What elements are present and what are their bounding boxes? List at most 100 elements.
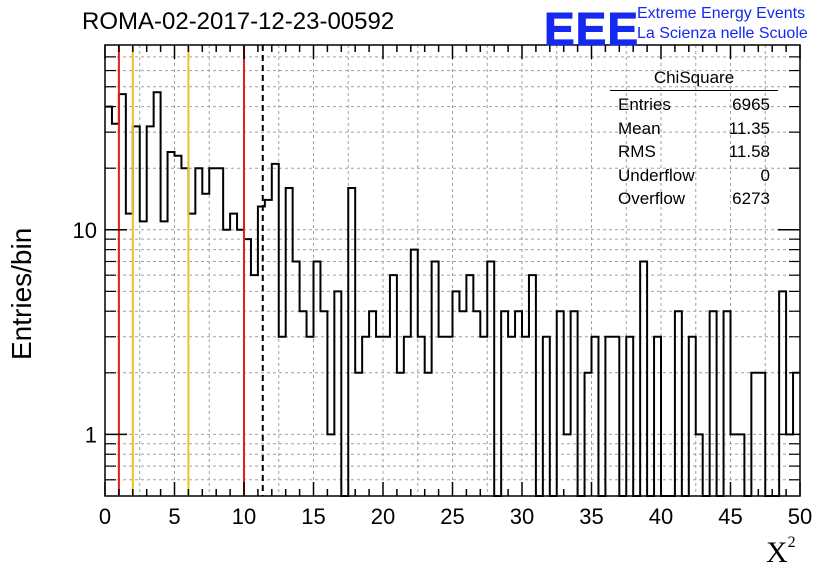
x-axis-label-sup: 2 bbox=[787, 534, 796, 551]
histogram-bin bbox=[244, 239, 251, 496]
histogram-bin bbox=[612, 337, 619, 496]
histogram-bin bbox=[453, 291, 460, 496]
histogram-bin bbox=[112, 124, 119, 496]
histogram-bin bbox=[286, 188, 293, 496]
histogram-bin bbox=[557, 311, 564, 496]
histogram-bin bbox=[272, 164, 279, 496]
histogram-bin bbox=[251, 275, 258, 496]
histogram-bin bbox=[237, 230, 244, 496]
histogram-bin bbox=[571, 311, 578, 496]
histogram-bin bbox=[334, 291, 341, 496]
histogram-bin bbox=[605, 337, 612, 496]
histogram-bin bbox=[487, 261, 494, 496]
histogram-bin bbox=[300, 311, 307, 496]
histogram-bin bbox=[265, 200, 272, 496]
x-tick-label: 15 bbox=[301, 504, 325, 529]
stats-label: Entries bbox=[618, 95, 671, 114]
x-tick-label: 40 bbox=[649, 504, 673, 529]
histogram-bin bbox=[209, 168, 216, 496]
histogram-bin bbox=[779, 291, 786, 496]
histogram-bin bbox=[515, 311, 522, 496]
x-axis-label-base: X bbox=[766, 536, 788, 569]
histogram-bin bbox=[529, 275, 536, 496]
histogram-bin bbox=[161, 221, 168, 496]
stats-row-underflow: Underflow 0 bbox=[610, 164, 778, 188]
y-tick-label: 10 bbox=[73, 218, 97, 243]
histogram-bin bbox=[133, 126, 140, 496]
histogram-bin bbox=[147, 126, 154, 496]
histogram-bin bbox=[640, 261, 647, 496]
histogram-bin bbox=[202, 194, 209, 496]
histogram-bin bbox=[126, 214, 133, 496]
histogram-bin bbox=[362, 337, 369, 496]
histogram-bin bbox=[376, 337, 383, 496]
stats-title: ChiSquare bbox=[610, 68, 778, 91]
histogram-bin bbox=[369, 311, 376, 496]
logo-caption: Extreme Energy Events La Scienza nelle S… bbox=[637, 4, 808, 44]
stats-label: Overflow bbox=[618, 189, 686, 208]
histogram-bin bbox=[592, 337, 599, 496]
histogram-bin bbox=[751, 373, 758, 496]
histogram-bin bbox=[724, 311, 731, 496]
stats-row-overflow: Overflow 6273 bbox=[610, 187, 778, 211]
histogram-bin bbox=[258, 206, 265, 496]
histogram-bin bbox=[188, 214, 195, 496]
stats-row-rms: RMS 11.58 bbox=[610, 140, 778, 164]
y-axis-label: Entries/bin bbox=[6, 227, 37, 360]
histogram-bin bbox=[508, 337, 515, 496]
histogram-bin bbox=[480, 337, 487, 496]
histogram-bin bbox=[216, 168, 223, 496]
histogram-bin bbox=[501, 311, 508, 496]
histogram-bin bbox=[320, 311, 327, 496]
histogram-bin bbox=[432, 261, 439, 496]
histogram-bin bbox=[279, 337, 286, 496]
stats-value: 0 bbox=[760, 165, 770, 185]
histogram-bin bbox=[466, 275, 473, 496]
histogram-bin bbox=[230, 214, 237, 496]
histogram-bin bbox=[307, 337, 314, 496]
x-tick-label: 20 bbox=[371, 504, 395, 529]
histogram-bin bbox=[626, 337, 633, 496]
histogram-bin bbox=[140, 221, 147, 496]
histogram-bin bbox=[327, 434, 334, 496]
histogram-bin bbox=[195, 168, 202, 496]
stats-box: ChiSquare Entries 6965 Mean 11.35 RMS 11.58… bbox=[610, 68, 778, 211]
stats-label: Mean bbox=[618, 118, 661, 138]
x-axis-label: X2 bbox=[766, 534, 796, 570]
stats-label: RMS bbox=[618, 142, 656, 161]
y-tick-label: 1 bbox=[85, 422, 97, 447]
histogram-bin bbox=[731, 434, 738, 496]
histogram-bin bbox=[689, 337, 696, 496]
histogram-bin bbox=[181, 168, 188, 496]
histogram-bin bbox=[737, 434, 744, 496]
logo-line-1: Extreme Energy Events bbox=[637, 5, 806, 22]
histogram-bin bbox=[473, 311, 480, 496]
histogram-bin bbox=[585, 373, 592, 496]
histogram-bin bbox=[522, 337, 529, 496]
histogram-bin bbox=[168, 152, 175, 496]
x-tick-label: 0 bbox=[99, 504, 111, 529]
histogram-bin bbox=[223, 230, 230, 496]
histogram-bin bbox=[404, 337, 411, 496]
histogram-bin bbox=[543, 337, 550, 496]
histogram-bin bbox=[564, 434, 571, 496]
histogram-bin bbox=[654, 337, 661, 496]
stats-row-mean: Mean 11.35 bbox=[610, 117, 778, 141]
histogram-bin bbox=[293, 261, 300, 496]
x-tick-label: 50 bbox=[788, 504, 812, 529]
histogram-bin bbox=[758, 373, 765, 496]
histogram-bin bbox=[314, 261, 321, 496]
chart-title: ROMA-02-2017-12-23-00592 bbox=[82, 8, 395, 35]
x-tick-label: 35 bbox=[579, 504, 603, 529]
histogram-bin bbox=[105, 107, 112, 496]
histogram-bin bbox=[710, 311, 717, 496]
stats-row-entries: Entries 6965 bbox=[610, 93, 778, 117]
histogram-bin bbox=[390, 275, 397, 496]
histogram-bin bbox=[459, 311, 466, 496]
x-tick-label: 25 bbox=[440, 504, 464, 529]
stats-value: 6965 bbox=[732, 95, 770, 114]
stats-value: 6273 bbox=[732, 189, 770, 208]
histogram-bin bbox=[348, 188, 355, 496]
stats-value: 11.58 bbox=[728, 142, 770, 161]
